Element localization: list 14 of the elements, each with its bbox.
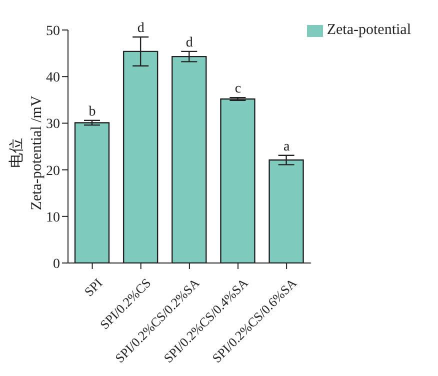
- x-tick-label: SPI: [81, 275, 106, 300]
- annotation: c: [234, 82, 242, 97]
- y-tick-label: 40: [46, 70, 60, 86]
- y-tick-label: 50: [46, 24, 60, 39]
- annotation: d: [186, 35, 193, 50]
- annotation: a: [283, 139, 290, 154]
- y-tick-label: 20: [46, 164, 60, 179]
- y-tick-label: 10: [46, 210, 60, 226]
- y-tick-label: 30: [46, 117, 60, 132]
- y-axis-title: 电位 Zeta-potential /mV: [8, 96, 45, 210]
- y-tick-label: 0: [53, 256, 60, 272]
- annotation: d: [137, 20, 144, 36]
- legend-label: Zeta-potential: [326, 22, 411, 38]
- annotation: b: [88, 104, 96, 120]
